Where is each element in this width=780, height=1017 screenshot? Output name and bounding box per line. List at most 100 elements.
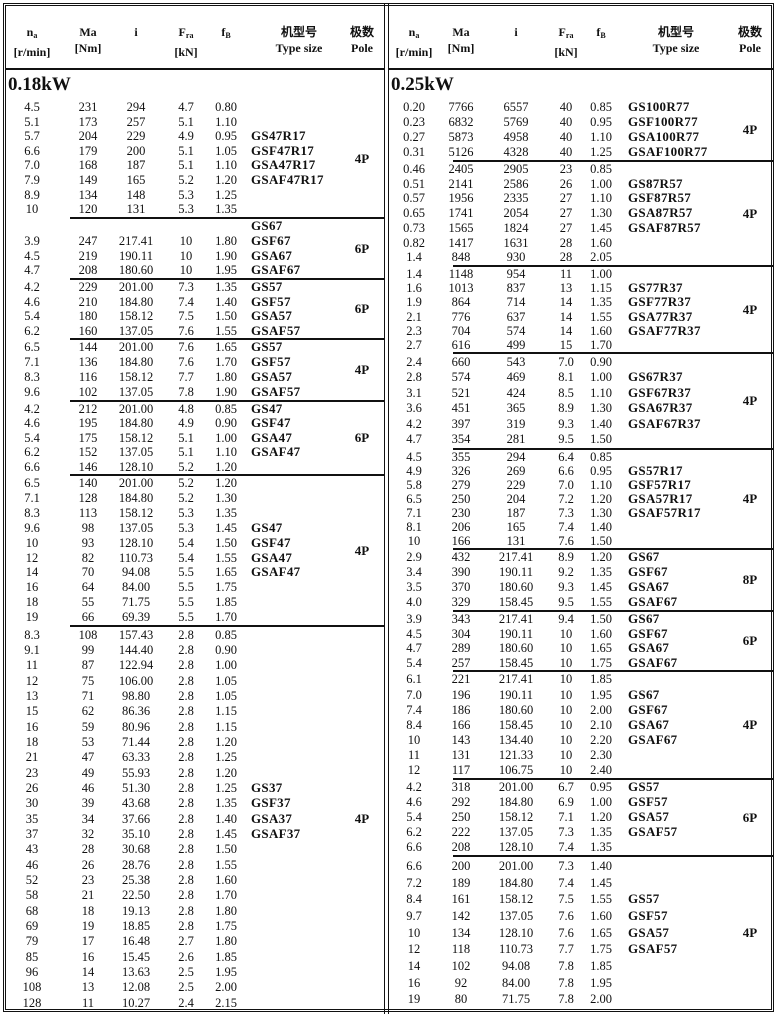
cell-ratio: 2586 [503, 176, 529, 191]
table-row: 4.6 195 184.80 4.9 0.90 GSF47 [6, 416, 384, 431]
cell-ratio: 35.10 [121, 827, 151, 841]
type-size-label: GSAF57 [251, 384, 301, 400]
type-size-label: GSAF37 [251, 826, 301, 841]
cell-radial-force: 5.5 [178, 610, 194, 624]
table-row: 3.9 343 217.41 9.4 1.50 GS67 [389, 611, 773, 627]
cell-torque: 113 [78, 505, 98, 520]
cell-speed: 19 [25, 610, 39, 624]
cell-radial-force: 10 [559, 672, 573, 687]
header-ratio: i [134, 24, 137, 40]
cell-torque: 250 [451, 492, 471, 506]
cell-torque: 326 [451, 464, 471, 478]
cell-torque: 131 [451, 747, 471, 762]
table-row: 8.4 166 158.45 10 2.10 GSA67 [389, 717, 773, 733]
cell-speed: 3.9 [24, 233, 40, 248]
cell-ratio: 180.60 [498, 702, 534, 717]
table-row: 6.5 140 201.00 5.2 1.20 [6, 476, 384, 491]
cell-speed: 8.1 [406, 520, 422, 534]
cell-radial-force: 6.6 [558, 464, 574, 478]
cell-service-factor: 1.75 [215, 918, 237, 933]
cell-service-factor: 1.90 [215, 248, 237, 263]
cell-torque: 21 [81, 888, 95, 903]
cell-speed: 4.7 [24, 263, 40, 278]
cell-radial-force: 7.5 [558, 892, 574, 907]
cell-service-factor: 1.35 [215, 280, 237, 294]
cell-speed: 5.4 [406, 655, 422, 670]
cell-torque: 2141 [448, 176, 474, 191]
type-size-label: GS67 [628, 611, 660, 626]
pole-label: 4P [354, 150, 370, 166]
cell-ratio: 25.38 [121, 872, 151, 887]
cell-radial-force: 7.4 [178, 294, 194, 309]
cell-speed: 14 [407, 959, 421, 973]
cell-speed: 43 [25, 842, 39, 857]
type-size-label: GSA67 [628, 640, 670, 655]
cell-ratio: 106.00 [118, 673, 154, 688]
cell-radial-force: 2.8 [178, 658, 194, 673]
cell-service-factor: 1.15 [215, 719, 237, 734]
cell-speed: 46 [25, 857, 39, 872]
gear-group: 4.2 229 201.00 7.3 1.35 GS57 4.6 210 184.80 7.4 1.… [24, 278, 384, 338]
header-subscript: ra [185, 31, 194, 40]
cell-radial-force: 14 [559, 309, 573, 324]
cell-ratio: 5769 [503, 115, 529, 130]
cell-service-factor: 1.45 [590, 580, 612, 595]
type-size-label: GSF57 [251, 354, 291, 370]
cell-radial-force: 2.8 [178, 704, 194, 719]
cell-speed: 16 [25, 580, 39, 595]
cell-radial-force: 2.8 [178, 872, 194, 887]
cell-torque: 1565 [448, 220, 474, 235]
table-row: 9.6 102 137.05 7.8 1.90 GSAF57 [6, 384, 384, 400]
cell-service-factor: 1.20 [590, 810, 612, 825]
cell-speed: 26 [25, 781, 39, 796]
type-size-label: GS100R77 [628, 99, 690, 115]
cell-radial-force: 2.8 [178, 842, 194, 857]
cell-ratio: 319 [506, 416, 526, 431]
cell-speed: 7.4 [406, 702, 422, 717]
cell-radial-force: 14 [559, 295, 573, 310]
cell-ratio: 200 [126, 143, 146, 158]
type-size-label: GS67 [251, 218, 283, 234]
cell-ratio: 187 [126, 158, 146, 173]
table-row: 8.9 134 148 5.3 1.25 [6, 188, 384, 203]
cell-speed: 4.7 [406, 432, 422, 447]
cell-torque: 14 [81, 964, 95, 979]
cell-ratio: 2335 [503, 191, 529, 206]
type-size-label: GSAF67 [251, 262, 301, 278]
cell-speed: 6.2 [24, 445, 40, 460]
cell-radial-force: 2.8 [178, 627, 194, 642]
cell-ratio: 128.10 [498, 925, 534, 940]
cell-radial-force: 7.6 [178, 340, 194, 355]
cell-ratio: 144.40 [118, 643, 154, 658]
cell-ratio: 86.36 [121, 704, 151, 719]
cell-service-factor: 1.60 [590, 235, 612, 250]
type-size-label: GSF47 [251, 534, 291, 550]
cell-radial-force: 5.1 [178, 143, 194, 158]
cell-radial-force: 4.8 [178, 402, 194, 416]
cell-torque: 289 [451, 641, 471, 655]
cell-service-factor: 1.60 [590, 909, 612, 924]
cell-speed: 6.2 [24, 323, 40, 338]
cell-speed: 5.7 [24, 129, 40, 144]
table-row: 12 75 106.00 2.8 1.05 [6, 674, 384, 689]
cell-service-factor: 1.20 [215, 765, 237, 780]
cell-radial-force: 40 [559, 145, 573, 160]
cell-radial-force: 10 [179, 263, 193, 278]
table-row: 5.4 250 158.12 7.1 1.20 GSA57 [389, 810, 773, 825]
cell-radial-force: 9.4 [558, 612, 574, 626]
cell-ratio: 257 [126, 114, 146, 129]
header-unit: Pole [738, 41, 761, 55]
cell-radial-force: 14 [559, 323, 573, 338]
cell-torque: 102 [78, 385, 98, 400]
cell-ratio: 190.11 [499, 687, 533, 702]
cell-speed: 4.7 [406, 641, 422, 655]
cell-speed: 4.6 [24, 416, 40, 431]
cell-speed: 3.6 [406, 401, 422, 416]
header-pole: 极数 Pole [350, 24, 374, 56]
table-row: 4.2 318 201.00 6.7 0.95 GS57 [389, 780, 773, 795]
cell-ratio: 128.10 [118, 535, 154, 550]
cell-radial-force: 23 [559, 162, 573, 177]
cell-ratio: 69.39 [121, 610, 151, 624]
cell-radial-force: 5.3 [178, 202, 194, 217]
cell-service-factor: 1.25 [215, 187, 237, 202]
